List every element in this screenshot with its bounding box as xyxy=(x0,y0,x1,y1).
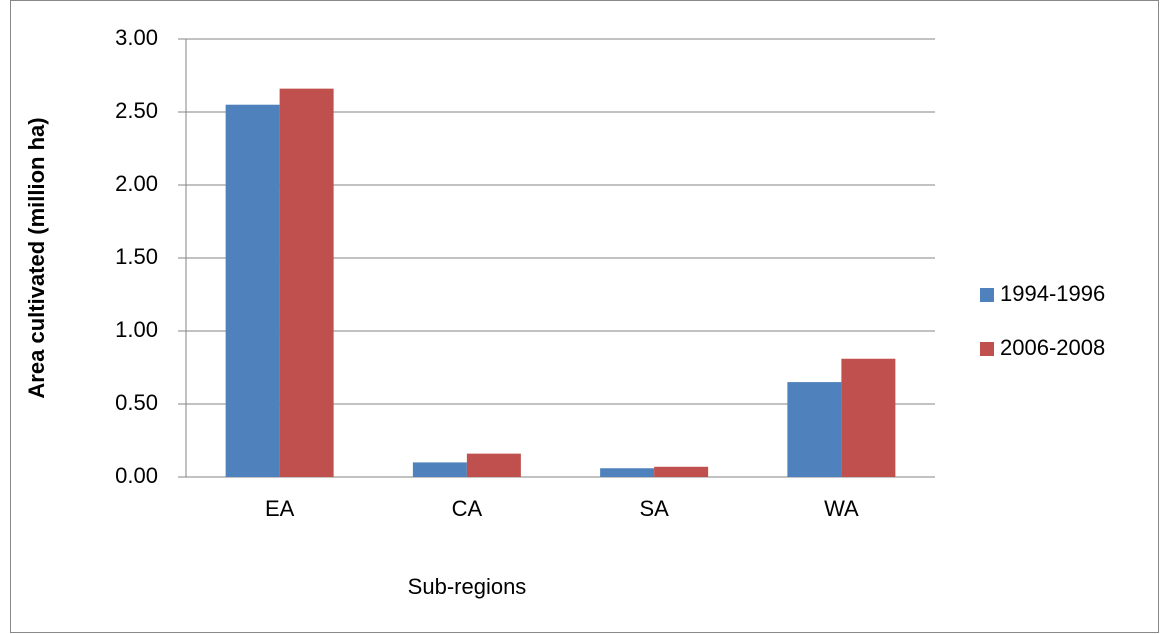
legend-label: 2006-2008 xyxy=(1000,335,1105,360)
x-tick-label: SA xyxy=(639,496,669,521)
legend-label: 1994-1996 xyxy=(1000,281,1105,306)
y-axis-title: Area cultivated (million ha) xyxy=(24,117,49,398)
y-tick-label: 1.00 xyxy=(115,317,158,342)
bar xyxy=(466,453,521,477)
bar xyxy=(787,382,842,477)
x-tick-label: EA xyxy=(265,496,295,521)
bar xyxy=(412,462,467,477)
legend-swatch xyxy=(980,288,994,302)
x-tick-label: WA xyxy=(824,496,859,521)
y-tick-label: 0.00 xyxy=(115,463,158,488)
bar xyxy=(279,88,334,477)
legend-swatch xyxy=(980,342,994,356)
y-tick-label: 1.50 xyxy=(115,244,158,269)
y-tick-label: 3.00 xyxy=(115,25,158,50)
bar xyxy=(654,466,709,477)
bar xyxy=(600,468,655,477)
x-axis-title: Sub-regions xyxy=(408,574,527,599)
y-tick-label: 2.50 xyxy=(115,98,158,123)
y-tick-label: 2.00 xyxy=(115,171,158,196)
chart-frame xyxy=(10,0,1159,633)
x-tick-label: CA xyxy=(452,496,483,521)
y-tick-label: 0.50 xyxy=(115,390,158,415)
bar xyxy=(841,358,896,477)
bar xyxy=(225,104,280,477)
